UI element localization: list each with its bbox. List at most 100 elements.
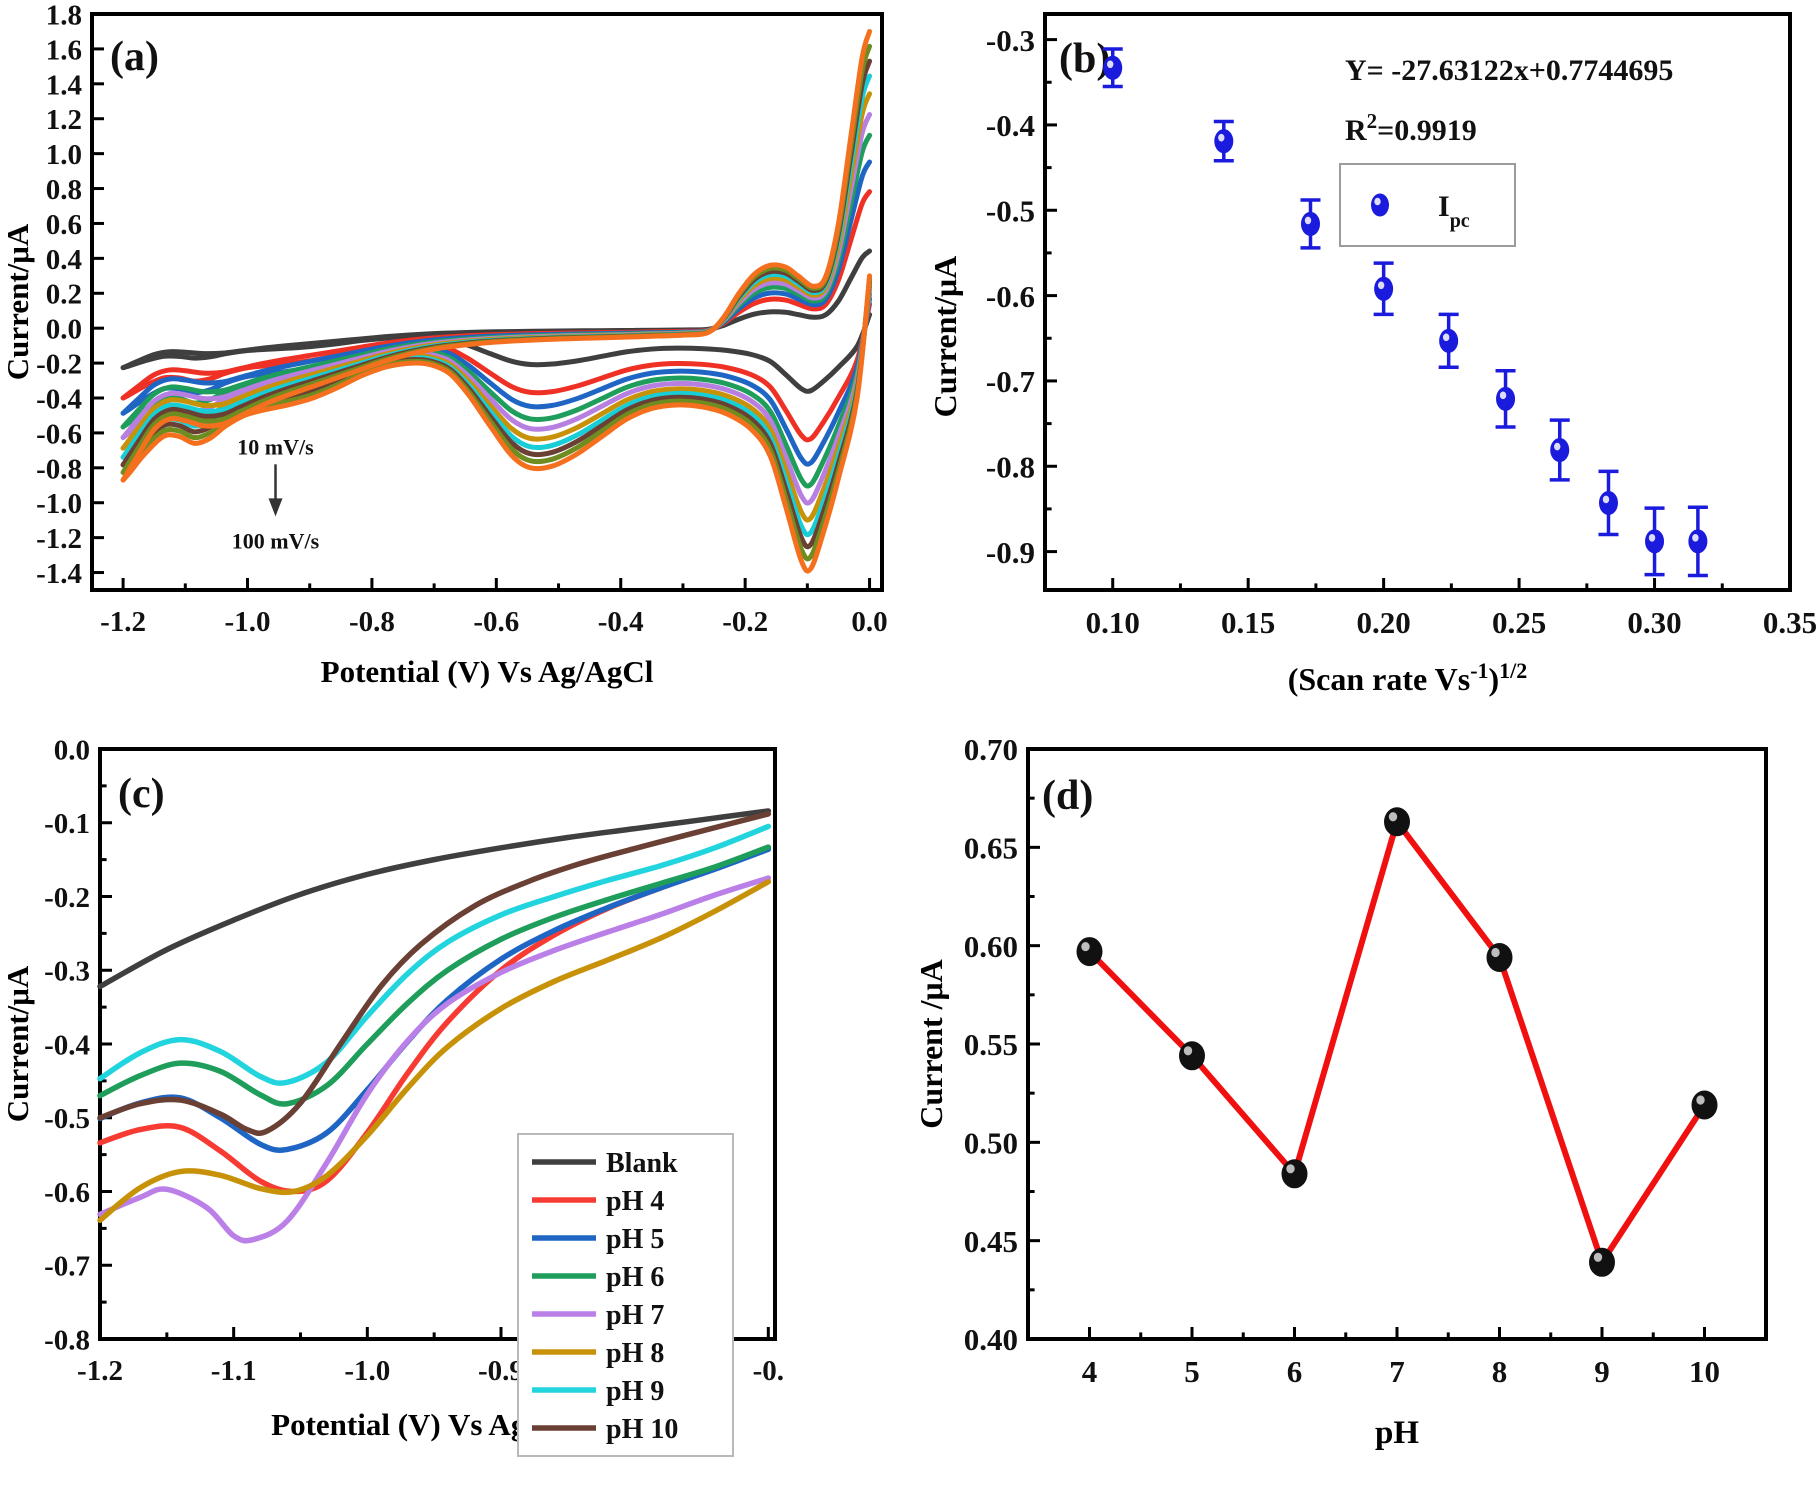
legend: Blank pH 4 pH 5 pH 6 pH 7 pH 8 pH 9 pH 10 (517, 1133, 734, 1457)
panel-a-chart: -1.4-1.2-1.0-0.8-0.6-0.4-0.20.00.20.40.6… (0, 0, 888, 689)
data-marker-highlight (1107, 60, 1114, 69)
data-marker-highlight (1304, 216, 1312, 225)
legend-item[interactable]: pH 10 (532, 1414, 678, 1445)
data-marker (1645, 529, 1665, 554)
y-axis-title: Current /μA (913, 959, 949, 1129)
x-tick-label: 9 (1594, 1354, 1610, 1389)
x-tick-label: -1.0 (344, 1355, 390, 1387)
y-tick-label: 1.2 (46, 104, 82, 136)
y-tick-label: 0.4 (46, 244, 82, 276)
panel-b-calibration-plot: -0.9 -0.8 -0.7 -0.6 -0.5 -0.4 -0.3 0.10 0.15 0.20… (910, 0, 1820, 727)
y-tick-label: -0.8 (36, 453, 82, 485)
data-point (1644, 506, 1665, 577)
data-point-group (1076, 807, 1718, 1277)
y-tick-label: 0.65 (964, 830, 1018, 865)
data-point (1300, 198, 1321, 250)
data-marker (1281, 1159, 1308, 1189)
data-marker (1688, 529, 1708, 554)
panel-tag: (d) (1042, 773, 1093, 819)
data-marker-highlight (1286, 1164, 1295, 1174)
legend-item[interactable]: pH 6 (532, 1262, 664, 1293)
y-tick-label: -0.6 (44, 1177, 90, 1209)
data-marker-highlight (1692, 534, 1699, 542)
legend-item[interactable]: pH 4 (532, 1186, 664, 1217)
y-tick-label: -0.2 (36, 349, 82, 381)
data-marker-highlight (1696, 1095, 1705, 1105)
y-tick-label: 0.60 (964, 929, 1018, 964)
y-tick-label: -0.6 (986, 279, 1035, 314)
y-tick-label: -0.9 (986, 535, 1035, 570)
y-tick-label: -0.6 (36, 418, 82, 450)
data-marker (1439, 328, 1459, 353)
y-tick-label: -0.5 (44, 1103, 90, 1135)
x-tick-label: -0.8 (349, 606, 395, 638)
legend-item[interactable]: pH 8 (532, 1338, 664, 1369)
scan-rate-annotation: 10 mV/s 100 mV/s (232, 434, 320, 553)
data-marker-highlight (1602, 495, 1610, 504)
axis-frame (90, 12, 884, 592)
x-tick-label: 0.35 (1763, 605, 1817, 640)
data-marker-highlight (1648, 534, 1656, 542)
legend-item[interactable]: Blank (532, 1148, 678, 1179)
ph-curve (97, 875, 772, 1244)
y-tick-label: -1.0 (36, 488, 82, 520)
y-tick-label: 1.8 (46, 0, 82, 31)
ph-curve (97, 879, 772, 1224)
y-tick-label: -0.8 (44, 1324, 90, 1356)
data-point (1691, 1090, 1718, 1120)
y-tick-label: -0.1 (44, 808, 90, 840)
y-axis-title: Current/μA (927, 256, 963, 418)
cv-curve-anodic (120, 28, 873, 483)
data-marker-highlight (1388, 812, 1398, 822)
data-marker-highlight (1499, 391, 1507, 400)
data-marker-highlight (1491, 947, 1500, 958)
data-point (1598, 469, 1619, 537)
data-marker-highlight (1183, 1046, 1193, 1056)
x-tick-label: -1.2 (77, 1355, 123, 1387)
y-tick-label: 0.40 (964, 1322, 1018, 1357)
y-tick-label: 0.50 (964, 1125, 1018, 1160)
legend-label-ipc: Ipc (1438, 190, 1470, 232)
y-axis: -0.8 -0.7 -0.6 -0.5 -0.4 -0.3 -0.2 -0.1 0.0 (44, 734, 112, 1356)
axis-frame (1043, 12, 1792, 592)
data-point (1179, 1041, 1205, 1071)
y-tick-label: -0.8 (986, 449, 1035, 484)
data-marker-highlight (1377, 281, 1385, 290)
x-tick-label: 7 (1389, 1354, 1405, 1389)
panel-c-ph-voltammograms: -0.8 -0.7 -0.6 -0.5 -0.4 -0.3 -0.2 -0.1 0.0 -1.2-… (0, 727, 910, 1487)
legend-label: pH 4 (606, 1186, 664, 1217)
data-point (1589, 1247, 1615, 1277)
data-marker (1214, 129, 1234, 154)
legend-box (517, 1133, 734, 1457)
legend-item[interactable]: pH 7 (532, 1300, 664, 1331)
x-tick-label: 0.30 (1627, 605, 1681, 640)
cv-curve-cathodic (120, 273, 873, 574)
x-tick-label: 0.10 (1086, 605, 1140, 640)
x-axis: 4 5 6 7 8 9 10 (1082, 1327, 1720, 1389)
x-tick-label: -1.1 (211, 1355, 257, 1387)
fit-r2-label: R2=0.9919 (1345, 109, 1477, 147)
legend-marker-highlight (1374, 197, 1381, 206)
y-tick-label: -1.4 (36, 558, 82, 590)
x-tick-label: -0.9 (478, 1355, 524, 1387)
data-marker-highlight (1081, 941, 1090, 952)
data-marker (1300, 211, 1320, 236)
x-axis-title: pH (1375, 1415, 1419, 1451)
legend-item[interactable]: pH 9 (532, 1376, 664, 1407)
cv-curve-cathodic (120, 296, 873, 467)
plot-frame (1043, 12, 1792, 592)
x-tick-label: -0. (753, 1355, 784, 1387)
annotation-label-max-scan-rate: 100 mV/s (232, 528, 320, 553)
data-point-group (1102, 47, 1708, 578)
ph-curve (97, 844, 772, 1107)
data-marker-highlight (1218, 133, 1225, 142)
legend: Ipc (1339, 163, 1516, 247)
data-marker (1486, 942, 1513, 972)
y-tick-label: 0.8 (46, 174, 82, 206)
y-axis: -1.4-1.2-1.0-0.8-0.6-0.4-0.20.00.20.40.6… (36, 0, 104, 590)
annotation-label-min-scan-rate: 10 mV/s (237, 434, 314, 459)
data-point (1549, 418, 1570, 482)
legend-item[interactable]: pH 5 (532, 1224, 664, 1255)
legend-label: Blank (606, 1148, 678, 1179)
